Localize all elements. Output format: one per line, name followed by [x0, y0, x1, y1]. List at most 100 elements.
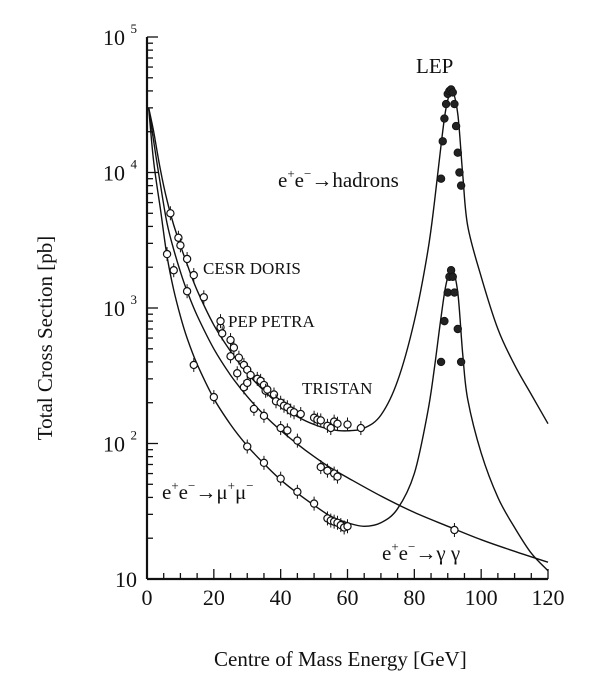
lep-point-series-0 [440, 114, 449, 123]
lep-point-series-0 [455, 168, 464, 177]
tristan-label: TRISTAN [302, 379, 372, 398]
mumu-arrow: → [195, 480, 216, 504]
hadrons-process-label: e+e−→hadrons [278, 166, 399, 192]
data-point-series-0 [226, 335, 235, 345]
data-point-series-2 [450, 525, 459, 535]
data-point-series-2 [199, 293, 209, 302]
data-point-series-2 [226, 352, 235, 361]
data-point-series-0 [229, 343, 239, 352]
lep-point-series-1 [448, 272, 457, 281]
pep-petra-label: PEP PETRA [228, 312, 315, 331]
mumu-mu2: μ [235, 480, 246, 504]
data-point-series-1 [243, 442, 252, 451]
x-tick-label: 40 [270, 585, 292, 610]
data-point-series-1 [189, 360, 198, 370]
x-tick-label: 120 [532, 585, 565, 610]
lep-point-series-0 [451, 121, 461, 131]
data-point-series-1 [259, 458, 269, 468]
data-point-series-0 [176, 241, 185, 250]
x-axis-title: Centre of Mass Energy [GeV] [214, 647, 467, 671]
y-tick-label: 10 3 [103, 292, 137, 321]
lep-point-series-1 [440, 316, 449, 326]
hadrons-minus: − [304, 166, 311, 181]
mumu-plus: + [171, 478, 178, 493]
data-point-series-0 [269, 390, 279, 399]
lep-point-series-0 [456, 181, 466, 190]
curve-series-1 [148, 107, 549, 572]
lep-point-series-1 [453, 324, 462, 334]
x-tick-label: 80 [403, 585, 425, 610]
data-point-series-0 [246, 370, 255, 380]
data-point-series-2 [169, 266, 178, 275]
curve-series-0 [148, 90, 549, 432]
y-axis-title: Total Cross Section [pb] [33, 236, 57, 440]
data-point-series-2 [216, 316, 225, 326]
gg-arrow: → [415, 541, 436, 565]
data-point-series-0 [234, 353, 244, 362]
data-point-series-2 [249, 404, 259, 414]
data-point-series-1 [276, 474, 285, 483]
data-point-series-1 [343, 522, 352, 531]
data-point-series-0 [189, 270, 198, 280]
data-point-series-0 [316, 416, 325, 425]
mumu-mu1: μ [216, 480, 227, 504]
data-point-series-0 [182, 254, 192, 264]
y-tick-label: 10 5 [103, 21, 137, 50]
data-points [162, 85, 466, 537]
data-point-series-0 [356, 423, 366, 433]
axis-ticks [146, 36, 549, 580]
data-point-series-2 [293, 436, 302, 445]
gg-e1: e [382, 541, 391, 565]
y-tick-label: 10 [115, 567, 137, 592]
data-point-series-1 [209, 392, 219, 402]
x-tick-label: 0 [142, 585, 153, 610]
data-point-series-0 [289, 408, 299, 417]
data-point-series-0 [174, 233, 183, 242]
mumu-plus2: + [228, 478, 235, 493]
hadrons-final: hadrons [332, 168, 399, 192]
data-point-series-2 [182, 287, 192, 296]
lep-point-series-0 [441, 99, 451, 109]
lep-point-series-0 [453, 148, 462, 157]
hadrons-plus: + [287, 166, 294, 181]
x-tick-label: 60 [337, 585, 359, 610]
x-tick-label: 20 [203, 585, 225, 610]
data-point-series-2 [259, 411, 269, 421]
data-point-series-2 [333, 472, 342, 481]
data-point-series-2 [233, 369, 242, 378]
data-point-series-2 [316, 462, 325, 472]
data-point-series-2 [162, 249, 172, 259]
lep-point-series-0 [438, 137, 447, 146]
data-point-series-2 [283, 426, 292, 435]
gg-final: γ γ [435, 541, 460, 565]
gg-minus: − [408, 539, 415, 554]
gg-e2: e [399, 541, 408, 565]
data-point-series-0 [166, 209, 175, 218]
data-point-series-0 [333, 419, 342, 428]
gg-plus: + [391, 539, 398, 554]
data-point-series-1 [293, 487, 302, 497]
mumu-minus2: − [246, 478, 253, 493]
lep-label: LEP [416, 54, 453, 78]
x-tick-label: 100 [465, 585, 498, 610]
lep-point-series-0 [436, 174, 446, 183]
data-point-series-2 [323, 466, 332, 475]
lep-point-series-0 [448, 88, 457, 97]
y-tick-label: 10 4 [103, 157, 138, 186]
mumu-minus: − [188, 478, 195, 493]
data-point-series-0 [296, 409, 305, 419]
gammagamma-process-label: e+e−→γ γ [382, 539, 460, 565]
data-point-series-0 [343, 420, 352, 429]
lep-point-series-1 [450, 288, 459, 297]
data-point-series-0 [263, 385, 272, 394]
hadrons-e1: e [278, 168, 287, 192]
data-point-series-0 [217, 329, 227, 338]
mumu-process-label: e+e−→μ+μ− [162, 478, 254, 504]
lep-point-series-0 [450, 99, 459, 109]
lep-point-series-1 [456, 357, 466, 367]
axis-tick-labels: 0 20 40 60 80 100 120 10 10 2 10 3 10 4 10 5 [103, 21, 565, 610]
hadrons-e2: e [295, 168, 304, 192]
data-point-series-2 [243, 378, 252, 388]
mumu-e2: e [179, 480, 188, 504]
